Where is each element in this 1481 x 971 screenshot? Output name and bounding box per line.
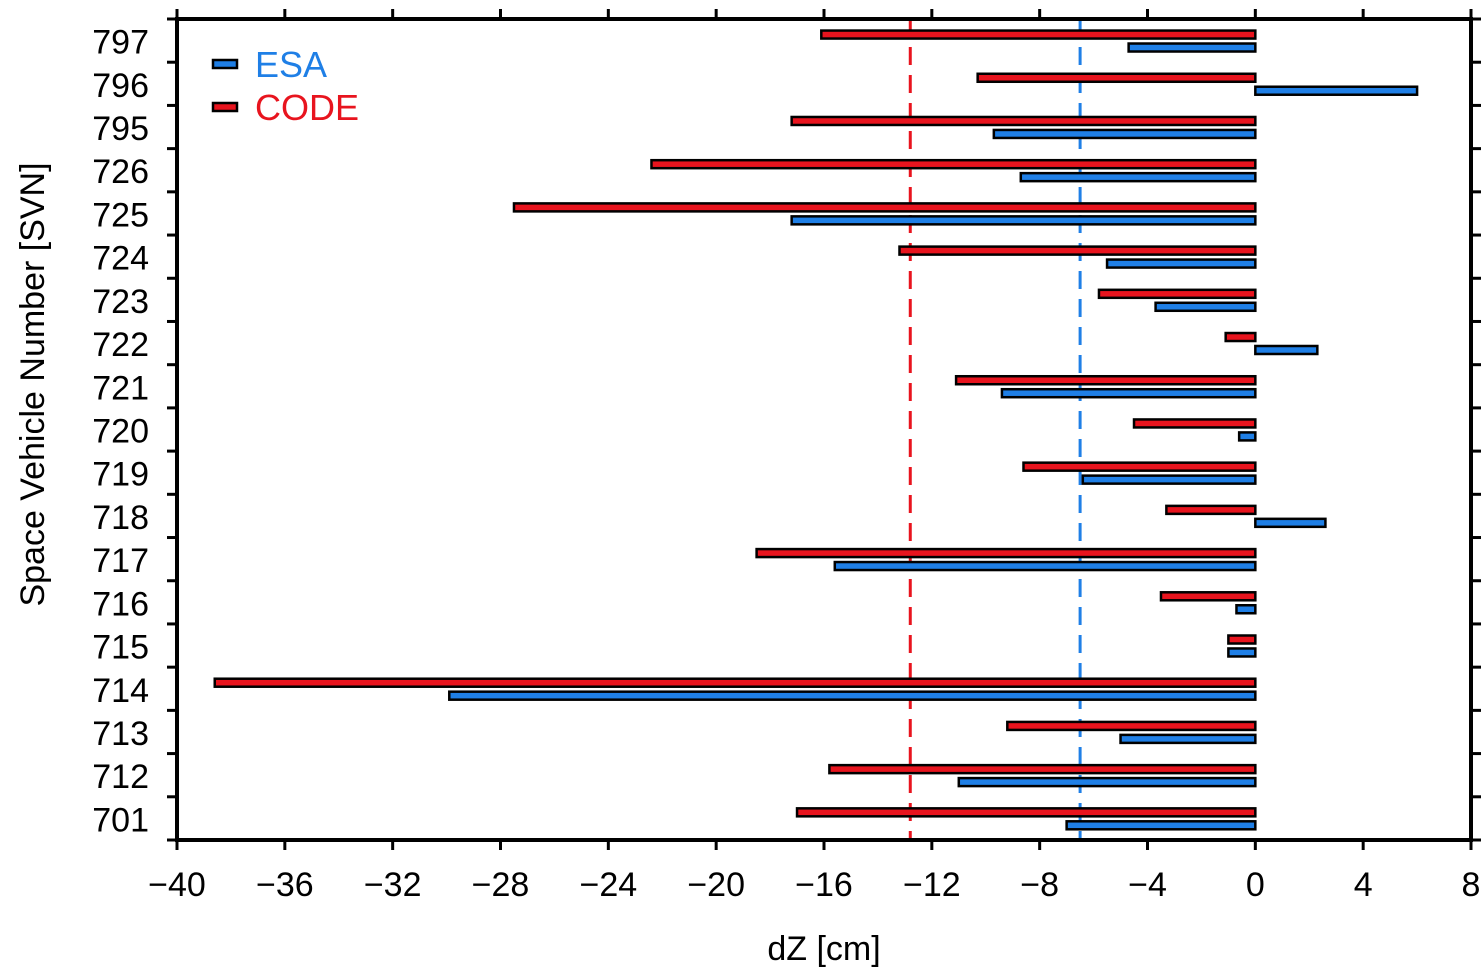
x-tick-label: −40 xyxy=(148,866,206,904)
bar-esa-797 xyxy=(1127,42,1257,53)
bar-code-701 xyxy=(795,807,1257,818)
legend-label-esa: ESA xyxy=(255,44,327,85)
y-tick-label-712: 712 xyxy=(92,758,149,796)
y-tick-label-720: 720 xyxy=(92,413,149,451)
bar-esa-715 xyxy=(1227,647,1257,658)
bar-code-797 xyxy=(820,29,1257,40)
x-tick-label: 4 xyxy=(1354,866,1373,904)
bar-code-724 xyxy=(898,245,1257,256)
bar-esa-725 xyxy=(790,215,1257,226)
y-tick-label-713: 713 xyxy=(92,715,149,753)
x-tick-label: −36 xyxy=(256,866,314,904)
bar-code-720 xyxy=(1132,418,1257,429)
bar-code-712 xyxy=(828,763,1257,775)
bar-esa-722 xyxy=(1254,344,1319,356)
bar-code-795 xyxy=(790,115,1257,127)
x-tick-label: 8 xyxy=(1462,866,1481,904)
bar-code-717 xyxy=(755,547,1257,559)
bar-esa-724 xyxy=(1105,258,1257,269)
y-tick-label-795: 795 xyxy=(92,110,149,148)
legend-swatch-code xyxy=(211,101,239,113)
y-tick-label-796: 796 xyxy=(92,67,149,105)
bar-esa-723 xyxy=(1154,301,1257,313)
y-tick-label-716: 716 xyxy=(92,585,149,623)
bar-esa-795 xyxy=(992,128,1257,140)
legend-label-code: CODE xyxy=(255,87,359,128)
x-tick-label: −12 xyxy=(903,866,961,904)
bars-group xyxy=(213,29,1419,831)
y-axis-ticks: 797 796 795 726 725 724 723 722 721 720 719 718 717 7… xyxy=(92,17,1481,842)
bar-esa-713 xyxy=(1119,733,1257,745)
y-tick-label-714: 714 xyxy=(92,672,149,710)
bar-esa-717 xyxy=(833,560,1257,572)
y-tick-label-701: 701 xyxy=(92,801,149,839)
y-tick-label-723: 723 xyxy=(92,283,149,321)
y-tick-label-726: 726 xyxy=(92,153,149,191)
x-tick-label: −20 xyxy=(687,866,745,904)
x-tick-label: −32 xyxy=(364,866,422,904)
plot-frame xyxy=(175,17,1473,842)
y-axis-title: Space Vehicle Number [SVN] xyxy=(14,162,52,606)
bar-code-718 xyxy=(1165,504,1257,516)
x-tick-label: 0 xyxy=(1246,866,1265,904)
bar-esa-721 xyxy=(1000,387,1257,399)
legend-swatch-esa xyxy=(211,58,239,70)
bar-code-725 xyxy=(512,202,1257,213)
bar-code-713 xyxy=(1006,720,1257,732)
y-tick-label-722: 722 xyxy=(92,326,149,364)
bar-code-726 xyxy=(650,158,1257,170)
bar-code-796 xyxy=(976,72,1257,84)
x-tick-label: −28 xyxy=(472,866,530,904)
y-tick-label-724: 724 xyxy=(92,240,149,278)
bar-code-722 xyxy=(1224,331,1257,343)
bar-esa-716 xyxy=(1235,604,1257,615)
y-tick-label-721: 721 xyxy=(92,369,149,407)
bar-code-714 xyxy=(213,677,1257,688)
x-tick-label: −24 xyxy=(579,866,637,904)
y-tick-label-715: 715 xyxy=(92,629,149,667)
y-tick-label-797: 797 xyxy=(92,24,149,62)
x-axis-ticks: −40 −36 −32 −28 −24 −20 −16 −12 −8 −4 0 4 8 xyxy=(148,9,1480,904)
bar-esa-796 xyxy=(1254,85,1419,96)
bar-code-719 xyxy=(1022,461,1257,472)
bar-code-721 xyxy=(954,374,1257,386)
x-axis-title: dZ [cm] xyxy=(767,930,880,968)
bar-esa-714 xyxy=(448,690,1257,701)
bar-esa-712 xyxy=(957,776,1257,788)
bar-esa-726 xyxy=(1019,171,1257,183)
y-tick-label-725: 725 xyxy=(92,196,149,234)
x-tick-label: −8 xyxy=(1020,866,1059,904)
bar-esa-719 xyxy=(1081,474,1257,485)
bar-esa-720 xyxy=(1237,431,1257,442)
bar-code-723 xyxy=(1097,288,1257,300)
y-tick-label-717: 717 xyxy=(92,542,149,580)
y-tick-label-718: 718 xyxy=(92,499,149,537)
y-tick-label-719: 719 xyxy=(92,456,149,494)
bar-esa-718 xyxy=(1254,517,1327,529)
x-tick-label: −16 xyxy=(795,866,853,904)
x-tick-label: −4 xyxy=(1128,866,1167,904)
bar-esa-701 xyxy=(1065,820,1257,831)
bar-code-716 xyxy=(1159,591,1257,602)
bar-code-715 xyxy=(1227,634,1257,645)
reference-lines xyxy=(908,19,1082,840)
